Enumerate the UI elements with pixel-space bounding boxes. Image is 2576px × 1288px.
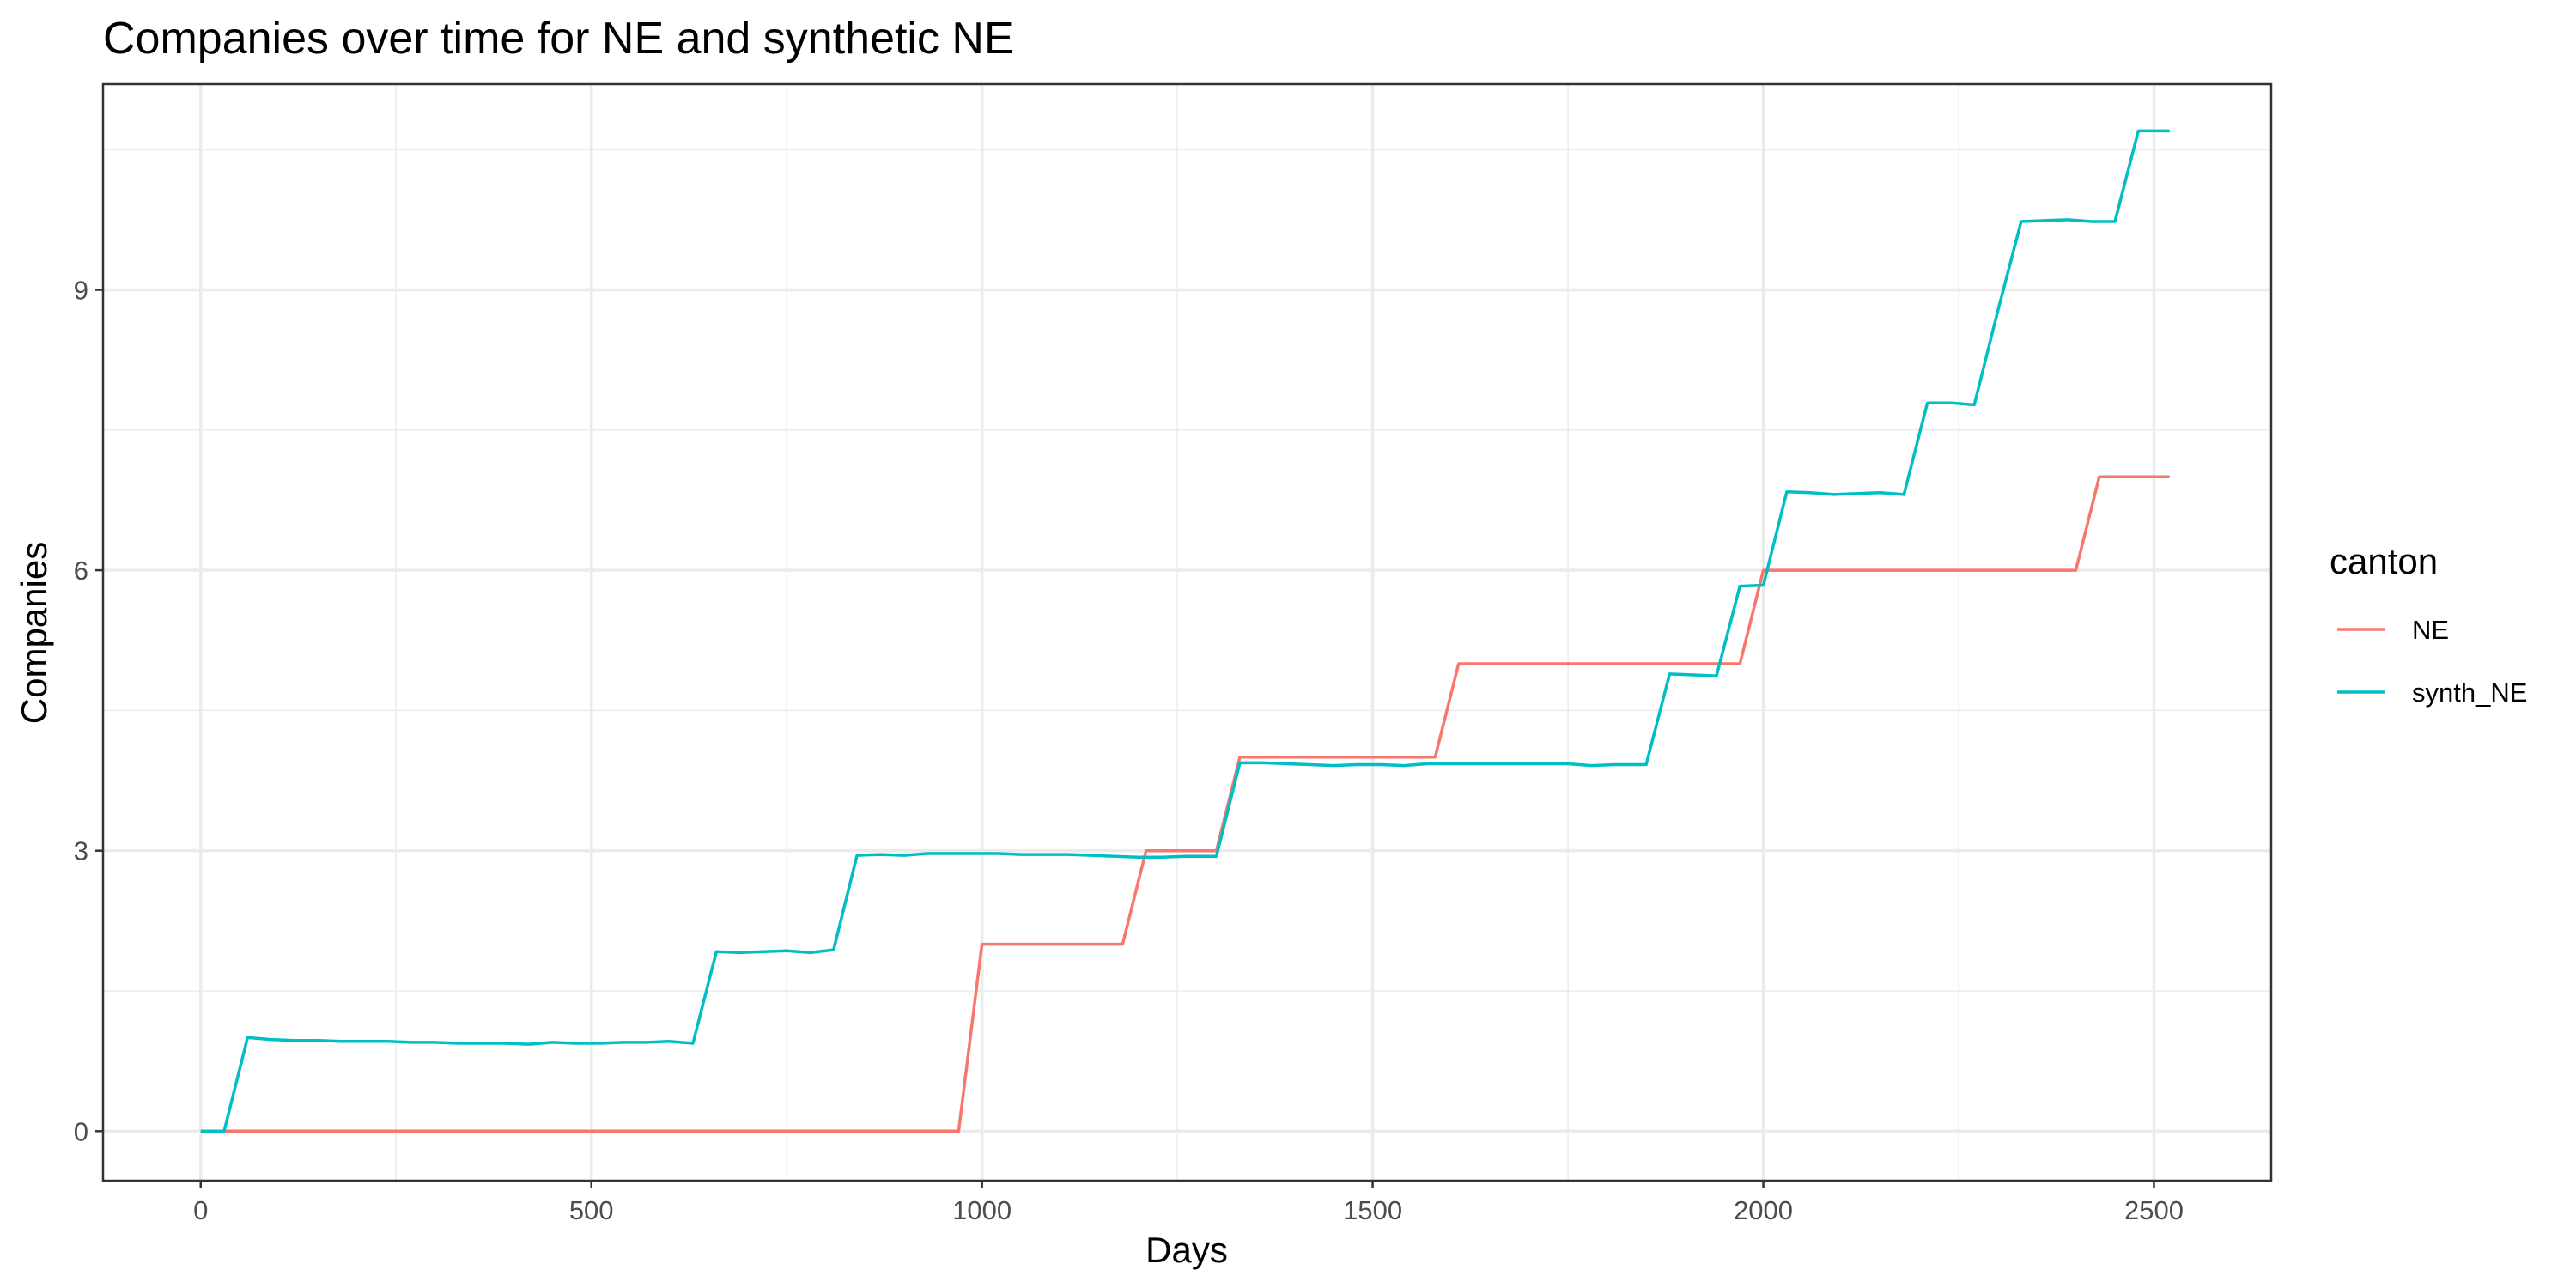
x-tick-label: 2500 [2124, 1195, 2184, 1225]
minor-grid [103, 84, 2271, 1181]
plot-panel-border [101, 82, 2273, 1182]
chart-title: Companies over time for NE and synthetic… [103, 14, 1014, 64]
y-axis-ticks: 0 3 6 9 [74, 276, 103, 1146]
y-tick-label: 0 [74, 1116, 88, 1146]
x-tick-label: 500 [569, 1195, 614, 1225]
legend-title: canton [2330, 541, 2438, 581]
y-tick-label: 3 [74, 836, 88, 866]
x-tick-label: 2000 [1734, 1195, 1793, 1225]
series-line-synth-ne [200, 129, 2170, 1133]
x-tick-label: 1000 [952, 1195, 1012, 1225]
x-tick-label: 0 [193, 1195, 208, 1225]
legend-label-synth-ne: synth_NE [2412, 677, 2527, 708]
x-axis-ticks: 0 500 1000 1500 2000 2500 [193, 1181, 2184, 1225]
y-axis-title: Companies [14, 542, 54, 724]
x-axis-title: Days [1145, 1230, 1228, 1270]
legend: canton NE synth_NE [2330, 541, 2527, 708]
legend-label-ne: NE [2412, 615, 2449, 645]
series-line-ne [200, 475, 2170, 1133]
x-tick-label: 1500 [1343, 1195, 1402, 1225]
y-tick-label: 6 [74, 556, 88, 586]
series-layer [200, 129, 2170, 1133]
y-tick-label: 9 [74, 276, 88, 306]
